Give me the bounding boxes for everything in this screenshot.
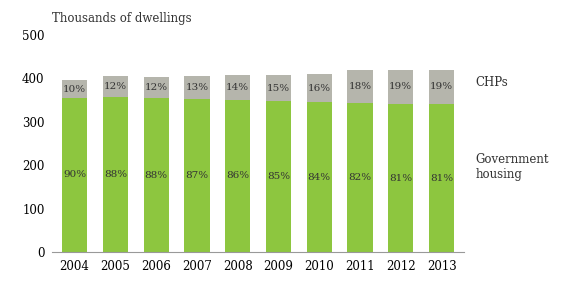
Text: 13%: 13% (186, 83, 208, 92)
Bar (307, 102, 332, 252)
Bar (184, 76, 209, 99)
Text: 10%: 10% (63, 85, 86, 94)
Text: 87%: 87% (186, 171, 208, 180)
Bar (429, 70, 454, 104)
Bar (225, 75, 251, 100)
Text: 12%: 12% (144, 83, 168, 92)
Text: 82%: 82% (349, 173, 372, 182)
Text: 90%: 90% (63, 171, 86, 180)
Bar (62, 98, 87, 252)
Text: 16%: 16% (308, 84, 331, 93)
Bar (184, 99, 209, 252)
Text: Government
housing: Government housing (476, 153, 549, 182)
Bar (225, 100, 251, 252)
Text: 85%: 85% (267, 172, 290, 181)
Bar (103, 76, 128, 97)
Text: Thousands of dwellings: Thousands of dwellings (52, 12, 192, 25)
Bar (62, 80, 87, 98)
Text: 19%: 19% (389, 82, 412, 91)
Bar (266, 75, 291, 102)
Text: 88%: 88% (104, 170, 127, 179)
Text: 86%: 86% (226, 171, 249, 180)
Text: 18%: 18% (349, 82, 372, 91)
Text: 81%: 81% (430, 174, 453, 183)
Bar (266, 102, 291, 252)
Bar (143, 77, 169, 98)
Bar (347, 70, 373, 103)
Bar (103, 97, 128, 252)
Bar (429, 104, 454, 252)
Text: 19%: 19% (430, 82, 453, 91)
Text: 88%: 88% (144, 171, 168, 180)
Text: 15%: 15% (267, 84, 290, 93)
Bar (307, 74, 332, 102)
Text: 84%: 84% (308, 173, 331, 182)
Text: CHPs: CHPs (476, 76, 508, 89)
Bar (388, 104, 414, 252)
Text: 14%: 14% (226, 83, 249, 92)
Bar (388, 70, 414, 104)
Bar (143, 98, 169, 252)
Bar (347, 103, 373, 252)
Text: 12%: 12% (104, 82, 127, 91)
Text: 81%: 81% (389, 174, 412, 183)
